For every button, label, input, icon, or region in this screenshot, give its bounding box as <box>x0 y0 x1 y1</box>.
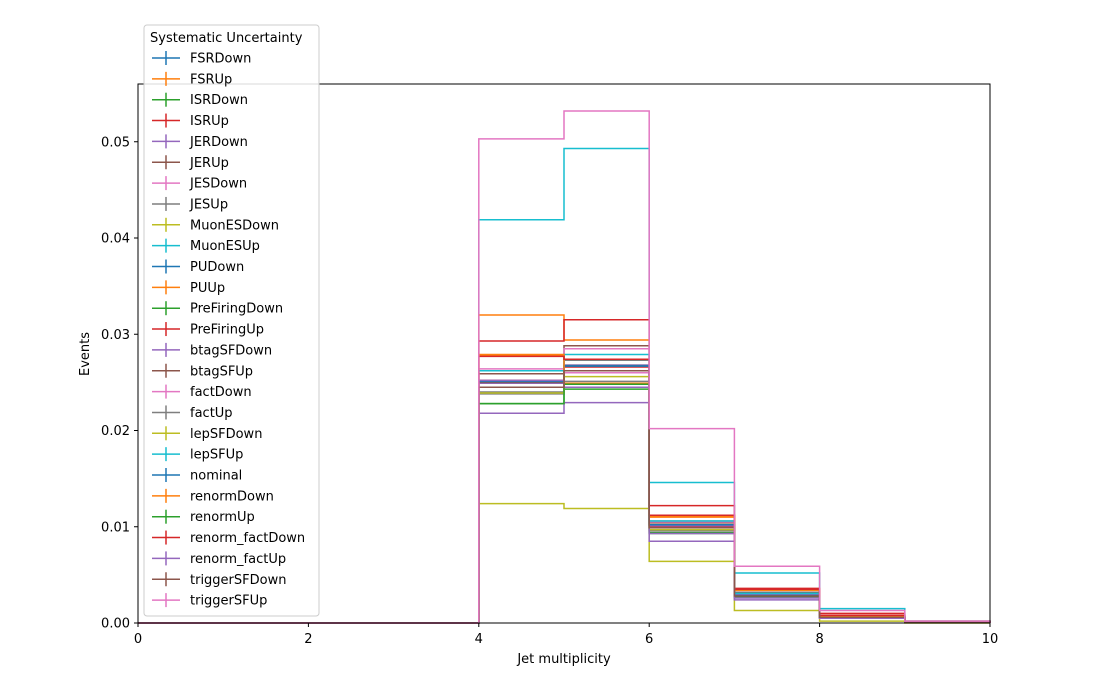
legend-label: lepSFDown <box>190 427 262 442</box>
legend-entry-JERDown: JERDown <box>152 134 248 150</box>
legend-label: PreFiringUp <box>190 323 264 338</box>
plot-frame <box>137 83 991 624</box>
x-axis-label: Jet multiplicity <box>516 652 611 667</box>
y-tick-label: 0.04 <box>101 232 130 247</box>
legend-entry-PUUp: PUUp <box>152 280 225 296</box>
legend-entry-factUp: factUp <box>152 405 233 421</box>
x-tick-label: 10 <box>982 632 999 647</box>
legend-label: JESUp <box>189 197 228 212</box>
legend-title: Systematic Uncertainty <box>150 31 303 46</box>
legend-label: factDown <box>190 385 252 400</box>
legend-entry-PUDown: PUDown <box>152 259 244 275</box>
legend-label: factUp <box>190 406 233 421</box>
legend-label: lepSFUp <box>190 448 243 463</box>
legend-entry-FSRUp: FSRUp <box>152 71 232 87</box>
legend-label: renorm_factDown <box>190 531 305 546</box>
legend-label: renormDown <box>190 489 274 504</box>
x-ticks: 0 2 4 6 8 10 <box>134 623 998 647</box>
legend-label: MuonESUp <box>190 239 260 254</box>
y-tick-label: 0.01 <box>101 520 130 535</box>
legend-label: MuonESDown <box>190 218 279 233</box>
legend-entry-MuonESDown: MuonESDown <box>152 217 279 233</box>
legend-entry-renorm_factUp: renorm_factUp <box>152 551 286 567</box>
legend-label: FSRUp <box>190 72 232 87</box>
legend-entry-PreFiringDown: PreFiringDown <box>152 301 283 317</box>
legend-label: PreFiringDown <box>190 302 283 317</box>
legend-box <box>143 24 320 617</box>
legend-entry-triggerSFUp: triggerSFUp <box>152 593 267 609</box>
y-ticks: 0.00 0.01 0.02 0.03 0.04 0.05 <box>101 135 138 632</box>
legend-label: PUUp <box>190 281 225 296</box>
legend-label: btagSFDown <box>190 343 272 358</box>
x-tick-label: 2 <box>304 632 312 647</box>
legend-entry-ISRDown: ISRDown <box>152 92 248 108</box>
legend-entry-nominal: nominal <box>152 468 242 484</box>
legend-label: renorm_factUp <box>190 552 286 567</box>
x-tick-label: 0 <box>134 632 142 647</box>
y-axis-label: Events <box>78 332 93 376</box>
legend-label: nominal <box>190 469 242 484</box>
x-tick-label: 4 <box>475 632 483 647</box>
legend-label: triggerSFUp <box>190 594 267 609</box>
legend-entry-lepSFUp: lepSFUp <box>152 447 243 463</box>
legend-label: PUDown <box>190 260 244 275</box>
legend: Systematic Uncertainty FSRDown FSRUp ISRDo… <box>143 24 320 617</box>
legend-entry-JESDown: JESDown <box>152 176 247 192</box>
legend-label: btagSFUp <box>190 364 253 379</box>
legend-entries: FSRDown FSRUp ISRDown ISRUp JERDown JERUp JESD… <box>152 51 305 609</box>
legend-entry-PreFiringUp: PreFiringUp <box>152 322 264 338</box>
legend-label: JERUp <box>189 156 229 171</box>
legend-entry-triggerSFDown: triggerSFDown <box>152 572 286 588</box>
y-tick-label: 0.03 <box>101 328 130 343</box>
legend-entry-factDown: factDown <box>152 384 252 400</box>
legend-label: FSRDown <box>190 52 251 67</box>
legend-entry-FSRDown: FSRDown <box>152 51 251 67</box>
legend-entry-renorm_factDown: renorm_factDown <box>152 530 305 546</box>
legend-label: triggerSFDown <box>190 573 286 588</box>
legend-entry-ISRUp: ISRUp <box>152 113 229 129</box>
y-tick-label: 0.02 <box>101 424 130 439</box>
y-tick-label: 0.00 <box>101 617 130 632</box>
y-tick-label: 0.05 <box>101 135 130 150</box>
x-tick-label: 8 <box>815 632 823 647</box>
legend-label: renormUp <box>190 510 255 525</box>
legend-entry-lepSFDown: lepSFDown <box>152 426 262 442</box>
legend-entry-JESUp: JESUp <box>152 196 228 212</box>
legend-entry-renormDown: renormDown <box>152 488 274 504</box>
legend-label: JERDown <box>189 135 248 150</box>
x-tick-label: 6 <box>645 632 653 647</box>
legend-label: JESDown <box>189 177 247 192</box>
legend-entry-MuonESUp: MuonESUp <box>152 238 260 254</box>
legend-label: ISRUp <box>190 114 229 129</box>
legend-entry-btagSFUp: btagSFUp <box>152 363 253 379</box>
legend-label: ISRDown <box>190 93 248 108</box>
legend-entry-btagSFDown: btagSFDown <box>152 342 272 358</box>
legend-entry-JERUp: JERUp <box>152 155 229 171</box>
legend-entry-renormUp: renormUp <box>152 509 255 525</box>
